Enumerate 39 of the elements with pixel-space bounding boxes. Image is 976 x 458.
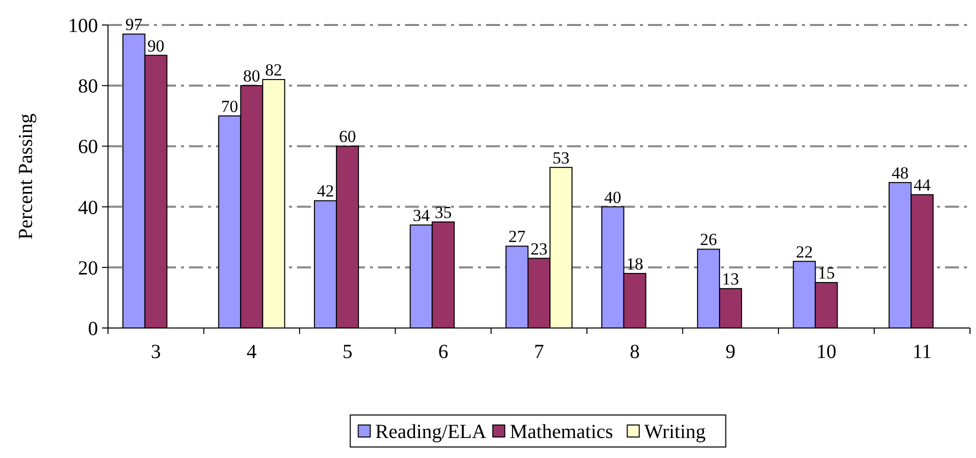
x-tick-label: 4	[246, 341, 257, 363]
y-tick-label: 80	[78, 76, 98, 98]
data-label: 53	[552, 148, 570, 168]
x-tick-label: 3	[150, 341, 161, 363]
data-label: 70	[221, 96, 238, 116]
data-label: 40	[604, 188, 622, 207]
data-label: 42	[316, 182, 334, 201]
legend-label: Reading/ELA	[375, 421, 487, 443]
legend-label: Writing	[644, 421, 706, 443]
y-axis-title: Percent Passing	[15, 113, 37, 240]
x-tick-label: 9	[726, 341, 736, 363]
data-label: 13	[722, 270, 740, 289]
data-label: 48	[892, 164, 909, 183]
data-label: 34	[412, 206, 430, 225]
data-label: 60	[338, 127, 356, 146]
data-label: 97	[125, 15, 143, 34]
data-label: 22	[796, 242, 813, 262]
x-tick-label: 8	[630, 341, 640, 363]
x-tick-label: 10	[816, 341, 836, 363]
data-label: 90	[147, 36, 164, 56]
x-tick-label: 5	[342, 341, 352, 363]
x-tick-label: 11	[912, 341, 932, 363]
y-tick-label: 60	[78, 136, 98, 158]
data-label: 18	[626, 254, 644, 274]
legend-label: Mathematics	[510, 421, 614, 443]
data-label: 82	[265, 60, 282, 80]
y-tick-label: 100	[68, 15, 98, 37]
data-label: 15	[818, 264, 835, 283]
data-label: 35	[434, 202, 452, 222]
data-label: 80	[243, 66, 260, 86]
y-tick-label: 0	[88, 318, 98, 340]
x-tick-label: 7	[534, 341, 544, 363]
x-tick-label: 6	[438, 341, 448, 363]
y-tick-label: 20	[78, 257, 98, 280]
data-label: 23	[530, 239, 548, 258]
data-label: 26	[700, 230, 718, 250]
y-tick-label: 40	[78, 196, 98, 219]
data-label: 44	[914, 176, 932, 195]
data-label: 27	[508, 227, 526, 246]
